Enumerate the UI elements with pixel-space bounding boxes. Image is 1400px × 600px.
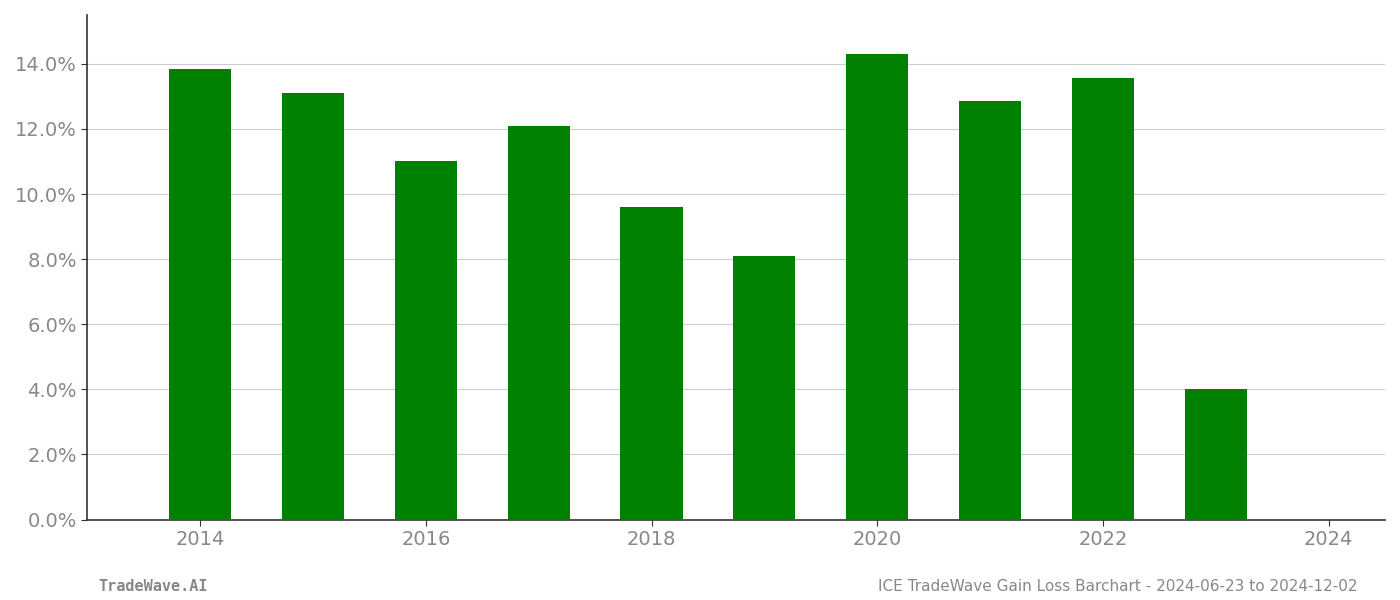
Text: TradeWave.AI: TradeWave.AI xyxy=(98,579,207,594)
Bar xyxy=(1072,79,1134,520)
Bar xyxy=(734,256,795,520)
Bar xyxy=(281,93,344,520)
Bar xyxy=(508,125,570,520)
Bar xyxy=(169,69,231,520)
Text: ICE TradeWave Gain Loss Barchart - 2024-06-23 to 2024-12-02: ICE TradeWave Gain Loss Barchart - 2024-… xyxy=(879,579,1358,594)
Bar xyxy=(395,161,456,520)
Bar xyxy=(959,101,1021,520)
Bar xyxy=(620,207,683,520)
Bar xyxy=(846,54,909,520)
Bar xyxy=(1184,389,1247,520)
